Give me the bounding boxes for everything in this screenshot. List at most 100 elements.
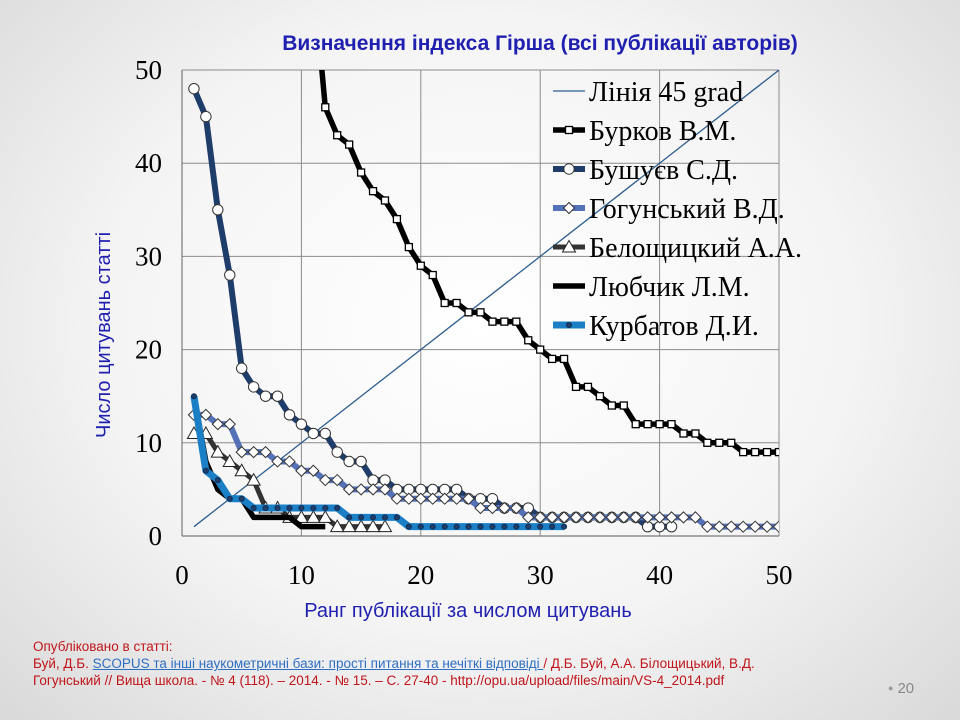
series-4-point-34 [581, 511, 595, 524]
series-2-point-26 [607, 401, 616, 410]
series-2-point-5 [356, 168, 366, 177]
series-2-point-8 [392, 214, 402, 224]
series-4-point-5 [235, 445, 248, 459]
series-4-point-12 [319, 473, 332, 487]
series-4-point-46 [725, 520, 738, 533]
legend: Лінія 45 grad Бурков В.М. Бушуєв С.Д. Гогун… [553, 77, 802, 342]
series-4-point-8 [271, 455, 284, 468]
series-2-point-30 [655, 420, 664, 429]
series-3-point-11 [307, 427, 320, 440]
series-7 [190, 393, 568, 531]
series-7-point-3 [214, 477, 221, 484]
series-4-point-30 [533, 511, 547, 524]
series-4-point-49 [760, 520, 774, 533]
series-7-point-28 [513, 523, 520, 530]
series-2-point-9 [404, 242, 414, 252]
y-tick-label-50: 50 [135, 55, 162, 85]
series-4-point-31 [545, 511, 559, 524]
series-5-point-12 [317, 509, 333, 523]
series-5-point-16 [365, 519, 381, 533]
series-4-point-48 [748, 520, 762, 533]
series-7-point-13 [334, 505, 341, 512]
x-tick-label-20: 20 [407, 560, 434, 590]
series-7-point-17 [381, 514, 388, 521]
page-number: 20 [888, 680, 914, 697]
series-2-point-31 [667, 420, 676, 429]
series-3-point-9 [283, 409, 296, 421]
legend-marker-7 [566, 321, 573, 328]
series-4 [187, 408, 779, 533]
series-2-point-2 [321, 103, 330, 112]
series-4-point-26 [486, 501, 499, 515]
series-2-point-29 [643, 420, 652, 429]
series-3-point-8 [271, 390, 284, 402]
series-2-point-13 [452, 298, 461, 308]
series-7-point-1 [190, 393, 197, 400]
x-tick-label-40: 40 [646, 560, 673, 590]
footer-line-2: Буй, Д.Б. SCOPUS та інші наукометричні б… [33, 655, 923, 672]
series-2-point-24 [583, 382, 593, 392]
article-link[interactable]: SCOPUS та інші наукометричні бази: прост… [92, 656, 544, 671]
series-3 [188, 82, 678, 533]
x-axis-label: Ранг публікації за числом цитувань [304, 600, 632, 622]
series-7-point-30 [537, 523, 544, 530]
series-2-point-6 [368, 187, 378, 196]
series-3-point-3 [212, 204, 224, 216]
series-7-point-26 [489, 523, 496, 530]
series-4-point-15 [354, 483, 368, 496]
y-tick-label-30: 30 [135, 241, 162, 271]
series-4-point-4 [223, 417, 236, 431]
series-5-point-17 [377, 519, 393, 533]
series-2-point-22 [559, 354, 569, 364]
legend-marker-4 [562, 201, 576, 215]
legend-label-2: Бурков В.М. [589, 116, 736, 147]
series-2-point-20 [536, 345, 545, 354]
series-4-point-42 [677, 511, 690, 524]
series-5-point-14 [341, 519, 357, 533]
series-4-point-19 [402, 492, 416, 505]
series-7-point-9 [286, 505, 293, 512]
series-4-point-14 [342, 483, 356, 496]
legend-entry-2: Бурков В.М. [553, 116, 736, 147]
legend-entry-7: Курбатов Д.И. [553, 311, 759, 342]
series-5-point-10 [294, 509, 309, 523]
y-tick-label-20: 20 [135, 335, 162, 365]
series-layer [186, 70, 779, 533]
series-7-point-7 [262, 505, 269, 512]
series-5-point-11 [305, 509, 321, 523]
x-tick-label-30: 30 [527, 560, 554, 590]
series-2-point-36 [727, 438, 736, 447]
series-4-point-35 [593, 511, 607, 524]
series-4-point-9 [283, 455, 296, 468]
series-4-point-2 [199, 408, 213, 422]
series-7-point-14 [346, 514, 353, 521]
series-4-point-41 [665, 511, 678, 524]
series-4-point-44 [701, 520, 714, 533]
series-7-point-10 [298, 505, 305, 512]
series-2-point-17 [500, 317, 509, 326]
series-2-point-25 [595, 392, 605, 401]
series-3-point-6 [247, 381, 260, 393]
series-7-point-2 [202, 467, 209, 474]
series-4-point-47 [736, 520, 750, 533]
series-3-point-2 [200, 110, 212, 123]
footer-line-1: Опубліковано в статті: [33, 639, 173, 654]
series-2-point-14 [464, 308, 473, 317]
legend-label-3: Бушуєв С.Д. [589, 155, 738, 186]
legend-marker-3 [563, 163, 575, 175]
series-line-1 [193, 70, 779, 528]
series-2-point-40 [774, 447, 779, 457]
legend-label-6: Любчик Л.М. [589, 272, 750, 303]
series-5-point-5 [234, 463, 250, 477]
axes [181, 70, 779, 537]
series-4-point-27 [498, 501, 511, 515]
series-7-point-20 [417, 523, 424, 530]
legend-label-1: Лінія 45 grad [589, 77, 743, 108]
series-4-point-33 [569, 511, 583, 524]
series-4-point-3 [211, 417, 225, 431]
series-7-point-15 [358, 514, 365, 521]
publication-footer: Опубліковано в статті: Буй, Д.Б. SCOPUS … [33, 638, 923, 689]
series-5-point-3 [210, 444, 226, 458]
legend-entry-5: Белощицкий А.А. [553, 233, 802, 264]
series-2-point-32 [679, 429, 688, 438]
